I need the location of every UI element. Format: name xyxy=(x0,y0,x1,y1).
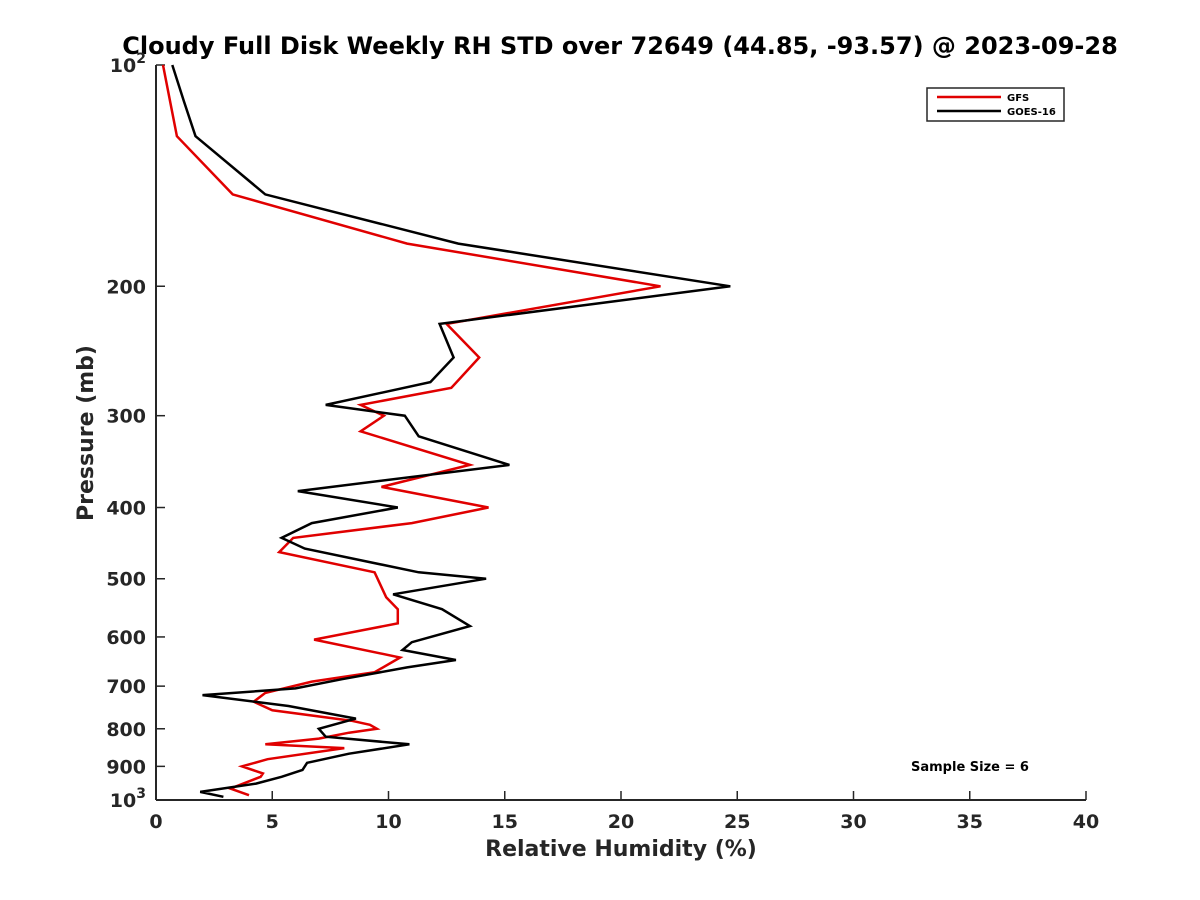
y-tick-label: 500 xyxy=(106,569,146,591)
legend: GFS GOES-16 xyxy=(926,87,1065,122)
y-tick-label: 300 xyxy=(106,406,146,428)
x-tick-label: 5 xyxy=(266,811,279,833)
series-line-goes16 xyxy=(171,64,731,799)
x-tick-label: 20 xyxy=(608,811,634,833)
x-tick-label: 35 xyxy=(957,811,983,833)
y-tick-label: 102 xyxy=(110,51,146,77)
series-layer xyxy=(161,64,731,799)
x-tick-label: 25 xyxy=(724,811,750,833)
sample-size-annotation: Sample Size = 6 xyxy=(911,760,1029,775)
y-tick-label: 600 xyxy=(106,627,146,649)
y-ticks: 102 200 300 400 500 600 700 800 900 103 xyxy=(106,51,165,812)
y-tick-label: 200 xyxy=(106,276,146,298)
series-line-gfs xyxy=(161,64,661,797)
y-tick-label: 700 xyxy=(106,676,146,698)
x-tick-label: 30 xyxy=(840,811,866,833)
x-tick-label: 10 xyxy=(375,811,401,833)
y-tick-label: 900 xyxy=(106,756,146,778)
axes xyxy=(155,65,1086,801)
x-tick-label: 15 xyxy=(492,811,518,833)
x-ticks: 0 5 10 15 20 25 30 35 40 xyxy=(149,791,1099,833)
x-axis-label: Relative Humidity (%) xyxy=(485,837,757,862)
legend-label-goes16: GOES-16 xyxy=(1007,107,1056,118)
chart-title: Cloudy Full Disk Weekly RH STD over 7264… xyxy=(122,32,1118,60)
x-tick-label: 0 xyxy=(149,811,162,833)
y-axis-label: Pressure (mb) xyxy=(74,345,99,521)
legend-box xyxy=(926,87,1065,122)
x-tick-label: 40 xyxy=(1073,811,1099,833)
y-tick-label: 400 xyxy=(106,498,146,520)
legend-label-gfs: GFS xyxy=(1007,93,1029,104)
y-tick-label: 800 xyxy=(106,719,146,741)
y-tick-label: 103 xyxy=(110,786,146,812)
